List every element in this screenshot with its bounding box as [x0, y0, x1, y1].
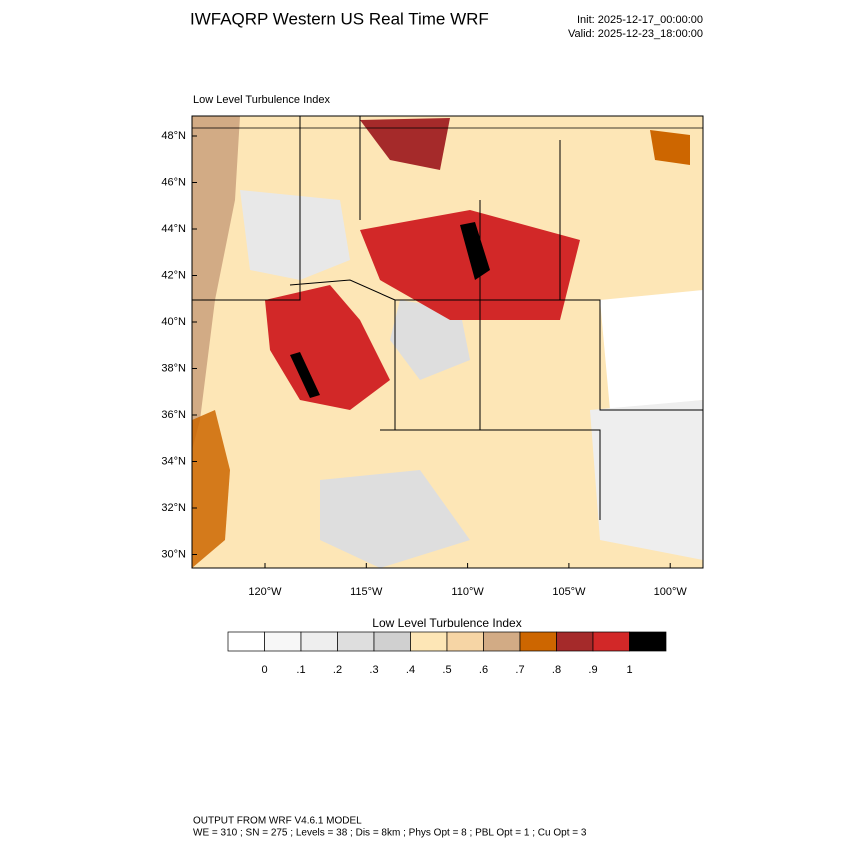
lon-label: 110°W: [451, 586, 484, 598]
colorbar-box: [227, 631, 265, 652]
lat-label: 38°N: [161, 362, 186, 374]
colorbar-box: [264, 631, 302, 652]
lat-label: 42°N: [161, 269, 186, 281]
colorbar-label: .3: [369, 664, 378, 676]
lat-label: 44°N: [161, 223, 186, 235]
lat-label: 32°N: [161, 502, 186, 514]
colorbar-label: 0: [261, 664, 267, 676]
colorbar-label: .9: [588, 664, 597, 676]
colorbar-label: 1: [626, 664, 632, 676]
colorbar-label: .4: [406, 664, 415, 676]
init-time: Init: 2025-12-17_00:00:00: [577, 14, 703, 26]
colorbar-label: .5: [442, 664, 451, 676]
map-frame: [191, 115, 704, 569]
colorbar-box: [410, 631, 448, 652]
colorbar-box: [337, 631, 375, 652]
title: IWFAQRP Western US Real Time WRF: [190, 9, 489, 28]
lat-label: 40°N: [161, 316, 186, 328]
colorbar-box: [300, 631, 338, 652]
footer-line: OUTPUT FROM WRF V4.6.1 MODEL: [193, 816, 362, 827]
colorbar-title: Low Level Turbulence Index: [372, 616, 521, 630]
colorbar-box: [556, 631, 594, 652]
colorbar-label: .7: [515, 664, 524, 676]
colorbar-box: [592, 631, 630, 652]
colorbar-label: .2: [333, 664, 342, 676]
map-subtitle: Low Level Turbulence Index: [193, 94, 330, 106]
lon-label: 120°W: [248, 586, 282, 598]
colorbar-box: [483, 631, 521, 652]
lat-label: 36°N: [161, 409, 186, 421]
footer-line: WE = 310 ; SN = 275 ; Levels = 38 ; Dis …: [193, 828, 587, 839]
colorbar-box: [519, 631, 557, 652]
lat-label: 46°N: [161, 176, 186, 188]
lon-label: 105°W: [552, 586, 586, 598]
colorbar-box: [629, 631, 667, 652]
colorbar-label: .8: [552, 664, 561, 676]
colorbar-box: [446, 631, 484, 652]
lon-label: 115°W: [350, 586, 383, 598]
lat-label: 34°N: [161, 455, 186, 467]
lon-label: 100°W: [654, 586, 688, 598]
valid-time: Valid: 2025-12-23_18:00:00: [568, 28, 703, 40]
map-field: [192, 116, 703, 568]
colorbar-label: .1: [296, 664, 305, 676]
colorbar-label: .6: [479, 664, 488, 676]
colorbar-box: [373, 631, 411, 652]
lat-label: 30°N: [161, 548, 186, 560]
lat-label: 48°N: [161, 130, 186, 142]
